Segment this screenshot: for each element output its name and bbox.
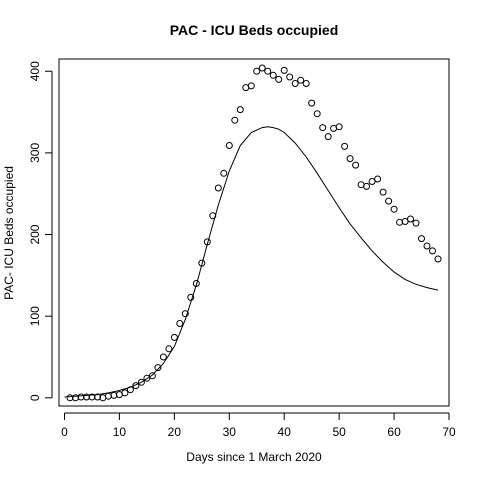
data-point <box>418 235 425 243</box>
y-tick-label: 0 <box>28 394 42 401</box>
x-axis: 0 10 20 30 40 50 60 70 <box>61 412 456 439</box>
data-point <box>286 73 294 81</box>
data-point <box>236 106 244 114</box>
x-tick-label: 20 <box>168 425 182 439</box>
data-point <box>159 353 167 361</box>
data-point <box>225 142 233 149</box>
data-point <box>341 142 349 150</box>
data-point <box>324 133 332 141</box>
data-point <box>121 389 129 397</box>
data-point <box>275 75 283 83</box>
observed-points-layer <box>66 64 442 402</box>
y-tick-label: 100 <box>28 306 42 326</box>
y-axis: 0 100 200 300 400 <box>28 61 53 401</box>
data-point <box>368 178 376 185</box>
data-point <box>231 116 239 124</box>
data-point <box>423 242 431 250</box>
chart-title: PAC - ICU Beds occupied <box>170 22 339 38</box>
data-point <box>94 393 101 401</box>
data-point <box>154 364 162 372</box>
x-tick-label: 30 <box>223 425 237 439</box>
data-point <box>148 372 156 380</box>
data-point <box>302 80 310 87</box>
data-point <box>390 205 398 213</box>
data-point <box>264 67 272 75</box>
data-point <box>434 255 442 263</box>
plot-frame <box>58 58 450 407</box>
data-point <box>209 212 217 220</box>
data-point <box>319 124 327 132</box>
data-point <box>429 247 436 255</box>
y-tick-label: 300 <box>28 143 42 163</box>
data-point <box>137 378 145 386</box>
data-point <box>385 197 393 205</box>
y-axis-title: PAC- ICU Beds occupied <box>2 166 16 300</box>
data-point <box>346 155 354 163</box>
fitted-curve <box>64 126 439 398</box>
data-point <box>313 110 321 118</box>
data-point <box>269 71 277 79</box>
data-point <box>297 76 305 84</box>
x-tick-label: 50 <box>332 425 346 439</box>
data-point <box>379 188 387 196</box>
y-tick-label: 200 <box>28 224 42 244</box>
data-point <box>291 80 299 87</box>
x-axis-title: Days since 1 March 2020 <box>186 450 322 464</box>
data-point <box>126 386 134 394</box>
x-tick-label: 10 <box>113 425 127 439</box>
data-point <box>176 320 184 327</box>
data-point <box>308 99 316 107</box>
x-tick-label: 0 <box>61 425 68 439</box>
data-point <box>247 82 255 90</box>
data-point <box>132 382 140 390</box>
data-point <box>165 345 173 353</box>
x-tick-label: 40 <box>278 425 292 439</box>
data-point <box>198 259 206 267</box>
data-point <box>407 215 414 223</box>
y-tick-label: 400 <box>28 61 42 81</box>
data-point <box>352 161 360 169</box>
data-point <box>214 184 222 192</box>
data-point <box>170 333 178 341</box>
data-point <box>192 280 200 287</box>
data-point <box>374 175 382 183</box>
data-point <box>181 310 189 318</box>
data-point <box>258 64 266 72</box>
data-point <box>363 182 371 190</box>
data-point <box>253 67 261 75</box>
data-point <box>203 238 211 246</box>
data-point <box>187 293 195 301</box>
data-point <box>335 123 343 131</box>
x-tick-label: 60 <box>387 425 401 439</box>
x-tick-label: 70 <box>442 425 456 439</box>
data-point <box>220 169 228 177</box>
data-point <box>412 219 420 227</box>
data-point <box>280 66 288 74</box>
fitted-curve-layer <box>64 126 439 398</box>
